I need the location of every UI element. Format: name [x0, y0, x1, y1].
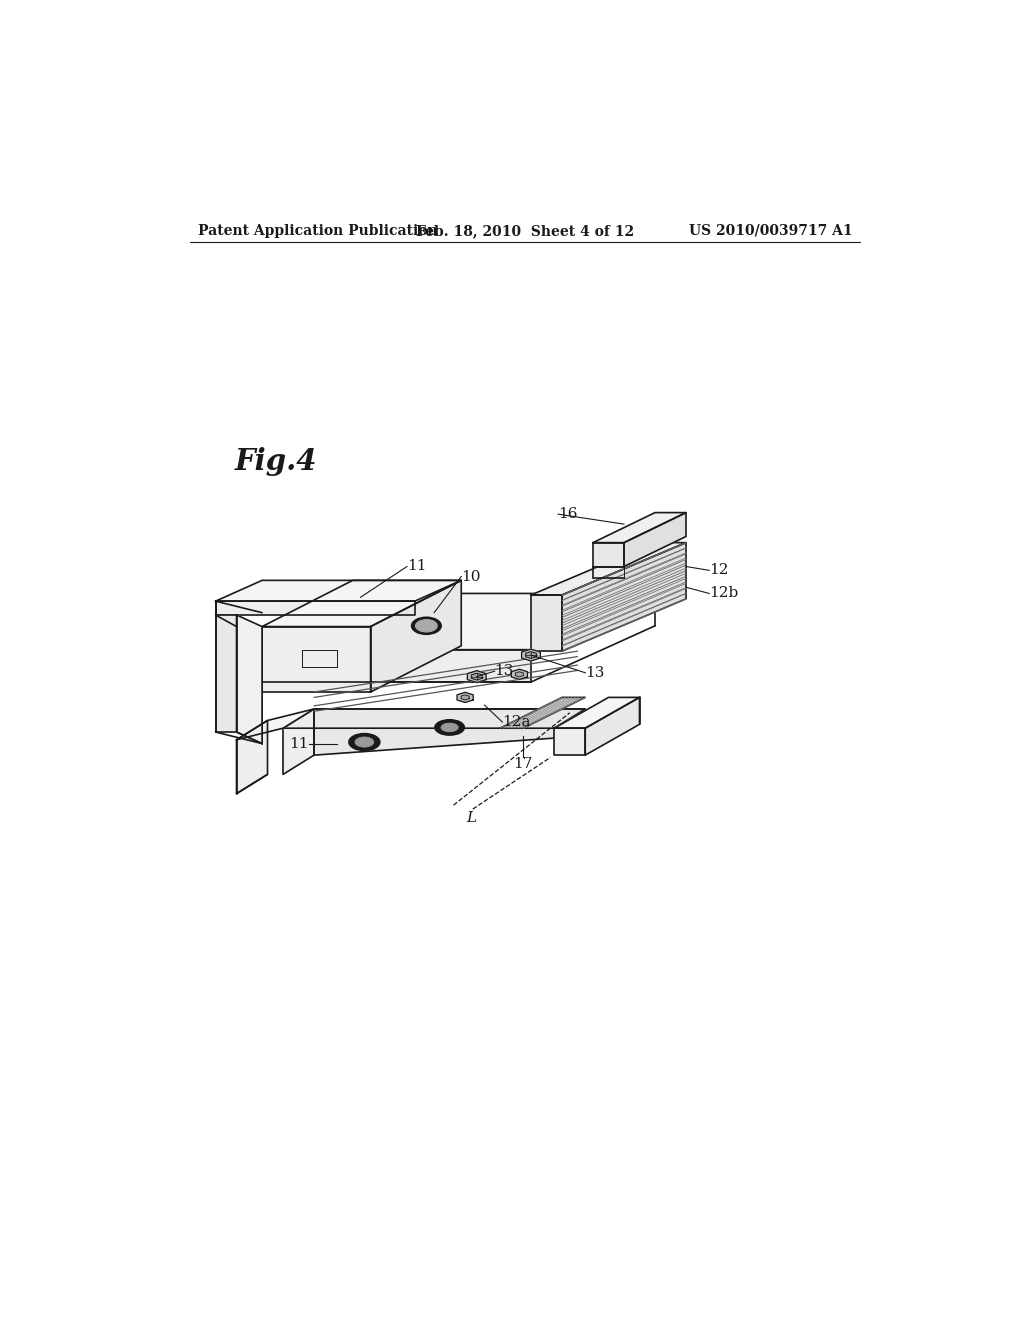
Text: Patent Application Publication: Patent Application Publication	[198, 224, 437, 238]
Text: 12b: 12b	[710, 586, 738, 601]
Text: 17: 17	[514, 758, 532, 771]
Polygon shape	[554, 697, 640, 729]
Polygon shape	[562, 543, 686, 651]
Polygon shape	[262, 649, 531, 682]
Polygon shape	[262, 581, 461, 627]
Ellipse shape	[416, 619, 437, 632]
Text: 11: 11	[407, 560, 427, 573]
Polygon shape	[237, 709, 314, 739]
Text: US 2010/0039717 A1: US 2010/0039717 A1	[689, 224, 853, 238]
Polygon shape	[531, 543, 686, 595]
Polygon shape	[216, 581, 461, 601]
Text: Feb. 18, 2010  Sheet 4 of 12: Feb. 18, 2010 Sheet 4 of 12	[416, 224, 634, 238]
Polygon shape	[283, 709, 586, 729]
Polygon shape	[593, 543, 624, 566]
Polygon shape	[521, 649, 541, 661]
Polygon shape	[262, 594, 655, 649]
Ellipse shape	[349, 734, 380, 751]
Text: Fig.4: Fig.4	[234, 447, 317, 477]
Text: 10: 10	[461, 569, 480, 583]
Polygon shape	[624, 512, 686, 566]
Polygon shape	[314, 709, 586, 755]
Polygon shape	[467, 671, 486, 682]
Polygon shape	[371, 581, 461, 692]
Text: L: L	[467, 812, 477, 825]
Polygon shape	[262, 627, 371, 692]
Polygon shape	[471, 673, 482, 680]
Polygon shape	[283, 709, 314, 775]
Text: 16: 16	[558, 507, 578, 521]
Ellipse shape	[435, 719, 464, 735]
Polygon shape	[237, 721, 267, 793]
Text: 13: 13	[495, 664, 514, 678]
Polygon shape	[531, 595, 562, 651]
Text: 11: 11	[289, 737, 308, 751]
Polygon shape	[525, 652, 537, 659]
Ellipse shape	[441, 723, 458, 731]
Polygon shape	[515, 672, 523, 677]
Polygon shape	[237, 615, 262, 743]
Polygon shape	[586, 697, 640, 755]
Ellipse shape	[412, 618, 441, 635]
Polygon shape	[593, 512, 686, 543]
Polygon shape	[554, 729, 586, 755]
Polygon shape	[457, 692, 473, 702]
Text: 12: 12	[710, 564, 729, 577]
Polygon shape	[461, 694, 469, 700]
Polygon shape	[500, 697, 586, 729]
Ellipse shape	[355, 737, 374, 747]
Polygon shape	[216, 615, 237, 733]
Polygon shape	[511, 669, 527, 680]
Text: 13: 13	[586, 665, 604, 680]
Polygon shape	[216, 601, 415, 615]
Text: 12a: 12a	[503, 715, 530, 729]
